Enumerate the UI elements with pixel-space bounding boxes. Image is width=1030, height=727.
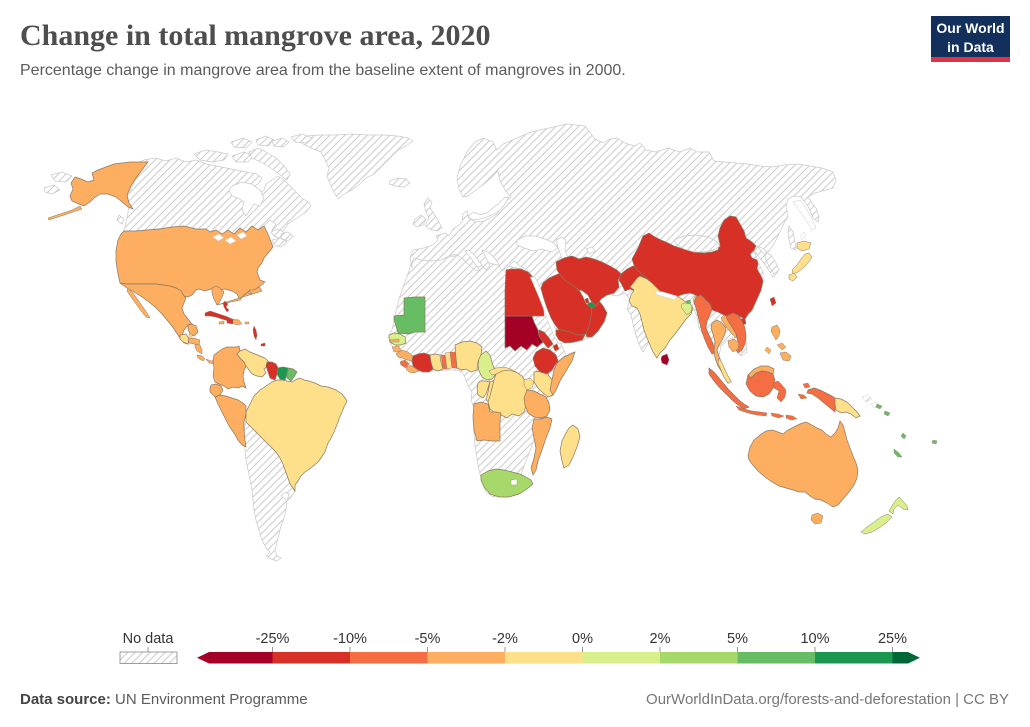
svg-text:-25%: -25% xyxy=(256,631,290,647)
svg-text:-5%: -5% xyxy=(415,631,441,647)
svg-text:25%: 25% xyxy=(878,631,907,647)
svg-text:-10%: -10% xyxy=(333,631,367,647)
svg-text:2%: 2% xyxy=(650,631,671,647)
svg-text:No data: No data xyxy=(123,631,175,647)
svg-text:-2%: -2% xyxy=(492,631,518,647)
svg-text:10%: 10% xyxy=(800,631,829,647)
svg-text:0%: 0% xyxy=(572,631,593,647)
svg-text:5%: 5% xyxy=(727,631,748,647)
